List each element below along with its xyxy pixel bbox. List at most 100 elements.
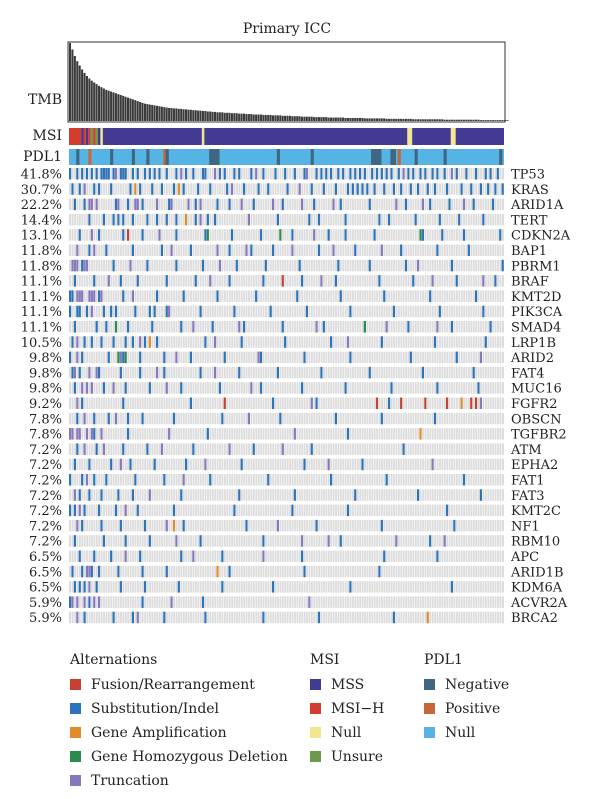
msi-legend-item: Unsure [310, 745, 384, 769]
mutation-cell [165, 382, 168, 394]
mutation-cell [276, 366, 279, 379]
mutation-cell [489, 168, 492, 180]
mutation-cell [182, 474, 185, 486]
mutation-cell [337, 168, 340, 180]
gene-name-label: BAP1 [511, 244, 547, 259]
mutation-cell [259, 382, 263, 394]
mutation-cell [131, 611, 134, 624]
mutation-cell [95, 443, 98, 455]
tmb-bar [363, 118, 366, 121]
pdl1-mark [209, 149, 213, 165]
tmb-bar [436, 119, 439, 121]
mutation-cell [73, 275, 76, 287]
mutation-cell [136, 611, 139, 624]
mutation-cell [429, 535, 432, 547]
mutation-cell [71, 565, 74, 578]
tmb-bar [211, 111, 214, 121]
mutation-cell [76, 428, 79, 440]
mutation-cell [470, 183, 473, 195]
mutation-cell [334, 275, 337, 287]
mutation-cell [479, 351, 482, 364]
tmb-bar [245, 114, 248, 121]
msi-legend-item: Null [310, 721, 384, 745]
mutation-cell [487, 183, 490, 195]
mutation-cell [334, 183, 337, 195]
mutation-cell [81, 290, 84, 302]
mutation-cell [317, 244, 321, 256]
mutation-cell [221, 581, 224, 593]
mutation-cell [69, 305, 72, 318]
tmb-bar [209, 111, 212, 121]
mutation-cell [165, 305, 168, 318]
mutation-cell [95, 198, 98, 211]
pdl1-legend-item: Positive [424, 697, 509, 721]
mutation-cell [90, 229, 93, 241]
mutation-cell [400, 397, 403, 409]
gene-frequency-label: 13.1% [21, 229, 62, 244]
mutation-cell [85, 565, 89, 578]
mutation-cell [218, 259, 221, 272]
mutation-cell [409, 351, 412, 364]
tmb-bar [496, 120, 499, 121]
tmb-bar [339, 117, 342, 121]
tmb-bar [105, 89, 108, 121]
mutation-cell [78, 428, 81, 440]
mutation-cell [78, 305, 81, 318]
tmb-bar [450, 119, 453, 121]
mutation-cell [472, 366, 475, 379]
mutation-cell [100, 168, 103, 180]
tmb-bar [216, 112, 219, 121]
mutation-cell [83, 259, 86, 272]
mutation-cell [230, 183, 234, 195]
mutation-cell [187, 198, 190, 211]
mutation-cell [313, 229, 316, 241]
mutation-cell [214, 213, 217, 226]
mutation-cell [301, 198, 304, 211]
mutation-cell [78, 489, 81, 501]
mutation-cell [117, 213, 120, 226]
tmb-bar [192, 110, 195, 121]
mutation-cell [185, 168, 188, 180]
mutation-cell [119, 581, 122, 593]
frequency-labels: 41.8%30.7%22.2%14.4%13.1%11.8%11.8%11.1%… [21, 168, 62, 627]
mutation-cell [122, 397, 125, 409]
mutation-cell [293, 428, 296, 440]
mutation-cell [81, 565, 84, 578]
tmb-bar [267, 114, 270, 121]
mutation-cell [71, 366, 74, 379]
tmb-bar [291, 116, 294, 121]
mutation-cell [112, 168, 115, 180]
mutation-cell [69, 428, 72, 440]
mutation-cell [233, 305, 236, 318]
mutation-cell [81, 382, 84, 394]
mutation-cell [206, 428, 209, 440]
mutation-cell [438, 305, 441, 318]
mutation-cell [124, 336, 127, 348]
mutation-cell [73, 458, 76, 471]
mutation-cell [141, 412, 144, 425]
mutation-cell [172, 504, 176, 517]
mutation-cell [264, 259, 267, 272]
mutation-cell [310, 443, 313, 455]
mutation-cell [88, 596, 91, 608]
mutation-cell [124, 535, 127, 547]
mutation-cell [409, 183, 412, 195]
mutation-cell [281, 321, 284, 333]
mutation-cell [88, 213, 91, 226]
tmb-bar [233, 113, 236, 121]
tmb-bar [441, 119, 444, 121]
mutation-cell [342, 168, 345, 180]
mutation-cell [136, 198, 139, 211]
mutation-cell [346, 183, 350, 195]
mutation-cell [327, 535, 330, 547]
mutation-cell [354, 244, 357, 256]
mutation-cell [417, 259, 420, 272]
mutation-cell [460, 397, 463, 409]
mutation-cell [85, 305, 89, 318]
mutation-cell [429, 198, 432, 211]
msi-segment [88, 128, 91, 145]
mutation-cell [141, 596, 144, 608]
tmb-bar [477, 119, 480, 121]
mutation-cell [76, 259, 79, 272]
mutation-cell [76, 596, 79, 608]
